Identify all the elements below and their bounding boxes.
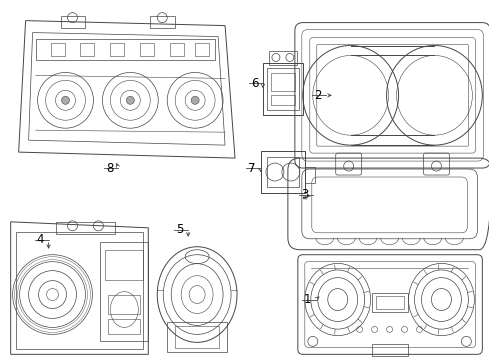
Bar — [271, 95, 295, 105]
Text: 8: 8 — [107, 162, 114, 175]
Ellipse shape — [126, 96, 134, 104]
Bar — [100, 242, 148, 341]
Bar — [269, 50, 297, 66]
Bar — [61, 15, 85, 28]
Text: 7: 7 — [248, 162, 256, 175]
Bar — [371, 293, 408, 312]
Bar — [16, 232, 143, 349]
Text: 5: 5 — [176, 223, 184, 236]
Text: 4: 4 — [37, 233, 44, 246]
Ellipse shape — [191, 96, 199, 104]
Bar — [36, 39, 215, 60]
Ellipse shape — [62, 96, 70, 104]
Bar — [170, 42, 184, 57]
Bar — [271, 73, 295, 91]
Text: 2: 2 — [314, 89, 321, 102]
Bar — [150, 15, 175, 28]
Bar — [371, 345, 408, 356]
Text: 6: 6 — [251, 77, 259, 90]
Bar — [376, 296, 404, 310]
Text: 3: 3 — [301, 188, 309, 202]
Bar — [261, 151, 305, 193]
Bar — [55, 222, 115, 234]
Text: 1: 1 — [304, 293, 312, 306]
Bar — [267, 157, 299, 187]
Bar — [267, 68, 299, 110]
Bar — [140, 42, 154, 57]
Bar — [108, 319, 140, 334]
Bar — [50, 42, 65, 57]
Bar — [305, 167, 315, 183]
Bar — [167, 323, 227, 352]
Bar — [195, 42, 209, 57]
Bar — [263, 63, 303, 115]
Bar — [80, 42, 95, 57]
Bar — [110, 42, 124, 57]
Bar — [105, 250, 143, 280]
Bar — [175, 327, 219, 348]
Bar — [108, 294, 140, 315]
